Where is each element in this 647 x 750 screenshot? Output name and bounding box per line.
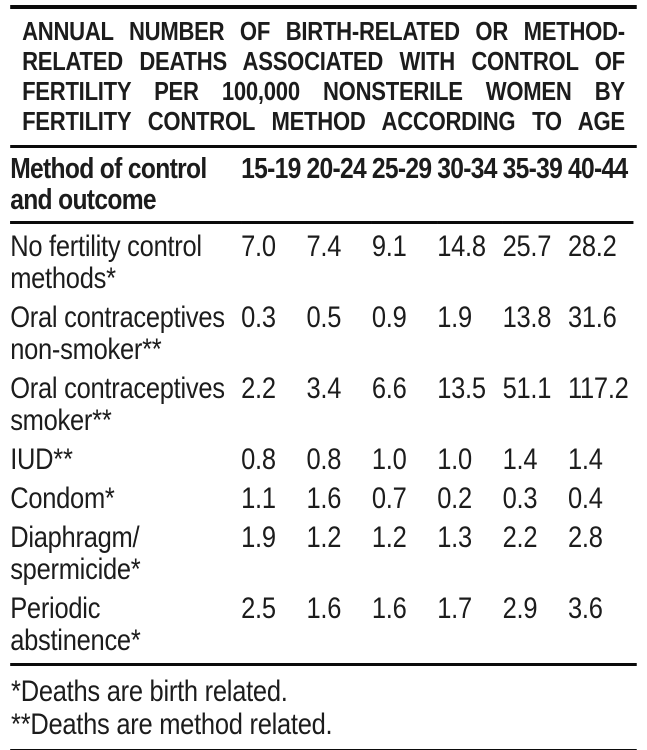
cell-value: 2.9 (502, 592, 538, 625)
title-line-4: FERTILITY CONTROL METHOD ACCORDING TO AG… (22, 106, 625, 136)
row-label: Periodic abstinence* (10, 586, 241, 663)
method-column-header: Method of control and outcome (10, 148, 241, 223)
age-column-header-15-19: 15-19 (241, 153, 301, 185)
row-label: Diaphragm/ spermicide* (10, 515, 241, 586)
cell-value: 1.0 (371, 443, 407, 476)
cell-value: 2.5 (241, 592, 276, 625)
cell-value: 14.8 (437, 230, 486, 263)
age-column-header-35-39: 35-39 (502, 153, 563, 185)
row-label-line-2: methods* (10, 262, 116, 295)
table-title: ANNUAL NUMBER OF BIRTH-RELATED OR METHOD… (10, 9, 637, 145)
cell-value: 1.7 (437, 592, 472, 625)
row-label-line-1: IUD** (10, 443, 73, 476)
cell-value: 0.9 (371, 301, 407, 334)
row-label: Oral contraceptives non-smoker** (10, 295, 241, 366)
row-label-line-1: Condom* (10, 482, 115, 515)
row-label-line-2: smoker** (10, 404, 112, 437)
age-column-header-20-24: 20-24 (306, 153, 367, 185)
cell-value: 0.8 (306, 443, 342, 476)
age-column-header-25-29: 25-29 (371, 153, 432, 185)
cell-value: 7.4 (306, 230, 342, 263)
cell-value: 1.4 (567, 443, 603, 476)
footnote-method-related: **Deaths are method related. (11, 708, 333, 741)
cell-value: 0.7 (371, 482, 407, 515)
cell-value: 1.3 (437, 521, 472, 554)
cell-value: 0.4 (567, 482, 603, 515)
row-label: No fertility control methods* (10, 223, 241, 296)
title-line-2: RELATED DEATHS ASSOCIATED WITH CONTROL O… (22, 46, 625, 76)
header-row: Method of control and outcome 15-19 20-2… (10, 148, 633, 223)
row-label-line-1: No fertility control (10, 230, 202, 263)
age-column-header-40-44: 40-44 (567, 153, 628, 185)
cell-value: 0.3 (241, 301, 276, 334)
row-label: IUD** (10, 437, 241, 476)
table-row-diaphragm-spermicide: Diaphragm/ spermicide* 1.9 1.2 1.2 1.3 2… (10, 515, 633, 586)
row-label-line-1: Oral contraceptives (10, 372, 225, 405)
title-line-3: FERTILITY PER 100,000 NONSTERILE WOMEN B… (22, 76, 625, 106)
top-rule-divider (10, 5, 637, 9)
cell-value: 13.8 (502, 301, 552, 334)
table-row-oral-contraceptives-non-smoker: Oral contraceptives non-smoker** 0.3 0.5… (10, 295, 633, 366)
table-row-iud: IUD** 0.8 0.8 1.0 1.0 1.4 1.4 (10, 437, 633, 476)
row-label: Condom* (10, 476, 241, 515)
fertility-mortality-table: Method of control and outcome 15-19 20-2… (10, 148, 634, 663)
table-row-periodic-abstinence: Periodic abstinence* 2.5 1.6 1.6 1.7 2.9… (10, 586, 633, 663)
cell-value: 28.2 (567, 230, 617, 263)
cell-value: 6.6 (371, 372, 407, 405)
cell-value: 2.8 (567, 521, 603, 554)
row-label-line-1: Periodic (10, 592, 101, 625)
cell-value: 1.2 (306, 521, 342, 554)
cell-value: 0.3 (502, 482, 538, 515)
title-line-1: ANNUAL NUMBER OF BIRTH-RELATED OR METHOD… (22, 16, 625, 46)
cell-value: 13.5 (437, 372, 486, 405)
cell-value: 31.6 (567, 301, 617, 334)
row-label-line-2: spermicide* (10, 553, 141, 586)
cell-value: 2.2 (502, 521, 538, 554)
cell-value: 1.4 (502, 443, 538, 476)
cell-value: 3.6 (567, 592, 603, 625)
cell-value: 1.1 (241, 482, 276, 515)
cell-value: 25.7 (502, 230, 552, 263)
row-label-line-1: Oral contraceptives (10, 301, 225, 334)
footnote-rule-divider (10, 663, 637, 666)
title-rule-divider (10, 145, 637, 148)
cell-value: 1.0 (437, 443, 472, 476)
cell-value: 1.2 (371, 521, 407, 554)
cell-value: 0.2 (437, 482, 472, 515)
cell-value: 51.1 (502, 372, 552, 405)
cell-value: 117.2 (567, 372, 629, 405)
row-label: Oral contraceptives smoker** (10, 366, 241, 437)
row-label-line-1: Diaphragm/ (10, 521, 140, 554)
method-header-line-1: Method of control (10, 153, 207, 185)
cell-value: 7.0 (241, 230, 276, 263)
footnote-birth-related: *Deaths are birth related. (11, 675, 288, 708)
table-row-condom: Condom* 1.1 1.6 0.7 0.2 0.3 0.4 (10, 476, 633, 515)
table-row-no-fertility-control: No fertility control methods* 7.0 7.4 9.… (10, 223, 633, 296)
cell-value: 9.1 (371, 230, 407, 263)
table-row-oral-contraceptives-smoker: Oral contraceptives smoker** 2.2 3.4 6.6… (10, 366, 633, 437)
row-label-line-2: non-smoker** (10, 333, 162, 366)
age-column-header-30-34: 30-34 (437, 153, 497, 185)
cell-value: 1.6 (306, 592, 342, 625)
cell-value: 2.2 (241, 372, 276, 405)
cell-value: 1.6 (306, 482, 342, 515)
method-header-line-2: and outcome (10, 184, 156, 216)
footnotes: *Deaths are birth related. **Deaths are … (10, 666, 637, 749)
cell-value: 0.5 (306, 301, 342, 334)
row-label-line-2: abstinence* (10, 624, 141, 657)
cell-value: 1.9 (241, 521, 276, 554)
cell-value: 1.6 (371, 592, 407, 625)
table-sheet: ANNUAL NUMBER OF BIRTH-RELATED OR METHOD… (0, 5, 647, 750)
cell-value: 0.8 (241, 443, 276, 476)
cell-value: 3.4 (306, 372, 342, 405)
cell-value: 1.9 (437, 301, 472, 334)
